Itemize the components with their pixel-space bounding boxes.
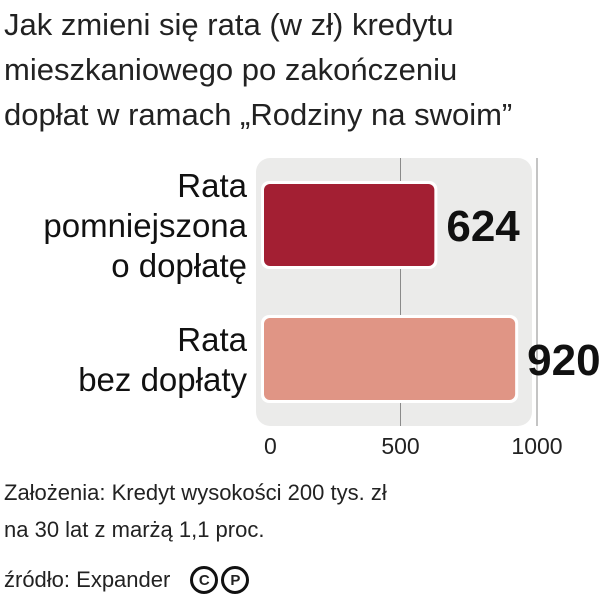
category-label: Rata bbox=[177, 167, 247, 204]
x-tick-label: 1000 bbox=[511, 433, 562, 459]
value-label: 920 bbox=[527, 336, 599, 385]
x-tick-label: 0 bbox=[264, 433, 277, 459]
category-label: bez dopłaty bbox=[78, 361, 247, 398]
note-line: Założenia: Kredyt wysokości 200 tys. zł bbox=[4, 480, 387, 505]
source-text: źródło: Expander bbox=[4, 567, 171, 592]
copyright-icon: C bbox=[190, 566, 219, 594]
source-line: źródło: Expander C P bbox=[4, 565, 250, 595]
category-label: pomniejszona bbox=[43, 207, 247, 244]
category-label: o dopłatę bbox=[111, 247, 247, 284]
title-line: dopłat w ramach „Rodziny na swoim” bbox=[4, 97, 513, 132]
category-label: Rata bbox=[177, 321, 247, 358]
phonogram-icon: P bbox=[221, 566, 250, 594]
x-tick-label: 500 bbox=[381, 433, 419, 459]
copyright-icons: C P bbox=[190, 566, 250, 594]
bar bbox=[264, 184, 435, 266]
title-line: Jak zmieni się rata (w zł) kredytu bbox=[4, 7, 454, 42]
note-line: na 30 lat z marżą 1,1 proc. bbox=[4, 517, 265, 542]
value-label: 624 bbox=[446, 202, 520, 251]
title-line: mieszkaniowego po zakończeniu bbox=[4, 52, 458, 87]
assumptions-note: Założenia: Kredyt wysokości 200 tys. zł … bbox=[4, 474, 387, 548]
bar bbox=[264, 318, 516, 400]
chart-title: Jak zmieni się rata (w zł) kredytu miesz… bbox=[4, 2, 596, 137]
